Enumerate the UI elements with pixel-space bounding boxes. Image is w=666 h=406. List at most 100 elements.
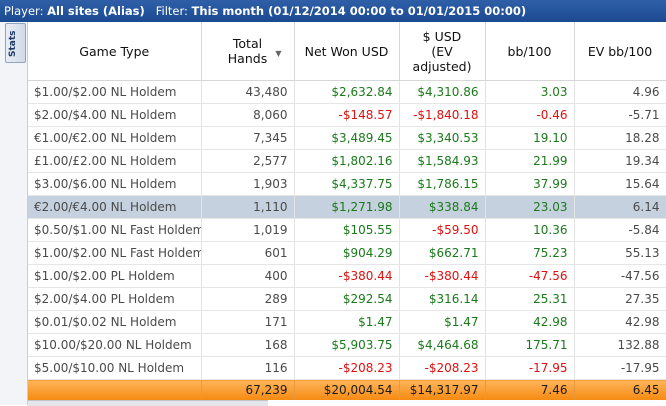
table-row[interactable]: €2.00/€4.00 NL Holdem 1,110 $1,271.98 $338.… — [28, 195, 666, 219]
bb100-cell: -0.46 — [485, 103, 575, 127]
net-won-cell: $1,802.16 — [294, 149, 400, 173]
horizontal-scrollbar[interactable] — [28, 400, 268, 406]
table-row[interactable]: $1.00/$2.00 PL Holdem 400 -$380.44 -$380.44… — [28, 264, 666, 288]
column-header-game-type[interactable]: Game Type — [28, 22, 202, 81]
game-type-cell: $0.50/$1.00 NL Fast Holdem — [28, 218, 202, 242]
ev-adjusted-cell: $1,786.15 — [399, 172, 486, 196]
ev-bb100-cell: 42.98 — [574, 310, 666, 334]
column-header-bb100[interactable]: bb/100 — [485, 22, 575, 81]
total-hands-header-line1: Total — [232, 36, 263, 51]
net-won-cell: $1.47 — [294, 310, 400, 334]
game-type-cell: $2.00/$4.00 NL Holdem — [28, 103, 202, 127]
table-row[interactable]: €1.00/€2.00 NL Holdem 7,345 $3,489.45 $3,34… — [28, 126, 666, 150]
bb100-cell: 42.98 — [485, 310, 575, 334]
table-row[interactable]: $2.00/$4.00 NL Holdem 8,060 -$148.57 -$1,84… — [28, 103, 666, 127]
total-hands-cell: 289 — [201, 287, 295, 311]
net-won-cell: -$148.57 — [294, 103, 400, 127]
total-hands-cell: 7,345 — [201, 126, 295, 150]
table-row[interactable]: £1.00/£2.00 NL Holdem 2,577 $1,802.16 $1,58… — [28, 149, 666, 173]
ev-bb100-cell: 6.14 — [574, 195, 666, 219]
ev-header-line2: (EV — [431, 43, 453, 59]
table-row[interactable]: $0.50/$1.00 NL Fast Holdem 1,019 $105.55 -$… — [28, 218, 666, 242]
total-hands-cell: 1,903 — [201, 172, 295, 196]
bb100-cell: 75.23 — [485, 241, 575, 265]
ev-adjusted-cell: $316.14 — [399, 287, 486, 311]
total-hands-cell: 43,480 — [201, 80, 295, 104]
filter-value[interactable]: This month (01/12/2014 00:00 to 01/01/20… — [191, 4, 527, 18]
column-header-ev-bb100[interactable]: EV bb/100 — [574, 22, 666, 81]
total-hands-cell: 1,019 — [201, 218, 295, 242]
filter-label: Filter: — [155, 4, 188, 18]
ev-bb100-cell: 27.35 — [574, 287, 666, 311]
header-row: Game Type Total Hands ▼ Net Won USD $ US… — [28, 22, 666, 81]
column-header-ev-adjusted[interactable]: $ USD (EV adjusted) — [399, 22, 486, 81]
ev-adjusted-cell: -$1,840.18 — [399, 103, 486, 127]
game-type-cell: €1.00/€2.00 NL Holdem — [28, 126, 202, 150]
sort-descending-icon[interactable]: ▼ — [275, 49, 282, 58]
net-won-cell: $5,903.75 — [294, 333, 400, 357]
ev-adjusted-cell: $338.84 — [399, 195, 486, 219]
column-header-net-won[interactable]: Net Won USD — [294, 22, 400, 81]
total-hands-cell: 400 — [201, 264, 295, 288]
table-body: $1.00/$2.00 NL Holdem 43,480 $2,632.84 $4,3… — [28, 80, 666, 380]
game-type-cell: $5.00/$10.00 NL Holdem — [28, 356, 202, 380]
ev-bb100-cell: -5.71 — [574, 103, 666, 127]
totals-bb100: 7.46 — [485, 379, 575, 400]
net-won-header-label: Net Won USD — [304, 43, 389, 59]
total-hands-cell: 168 — [201, 333, 295, 357]
net-won-cell: -$208.23 — [294, 356, 400, 380]
table-row[interactable]: $3.00/$6.00 NL Holdem 1,903 $4,337.75 $1,78… — [28, 172, 666, 196]
ev-header-line1: $ USD — [422, 28, 462, 44]
table-row[interactable]: $1.00/$2.00 NL Holdem 43,480 $2,632.84 $4,3… — [28, 80, 666, 104]
table-row[interactable]: $5.00/$10.00 NL Holdem 116 -$208.23 -$208.2… — [28, 356, 666, 380]
game-type-cell: $1.00/$2.00 PL Holdem — [28, 264, 202, 288]
ev-bb100-cell: 15.64 — [574, 172, 666, 196]
bb100-cell: 21.99 — [485, 149, 575, 173]
player-label: Player: — [4, 4, 44, 18]
game-type-cell: £1.00/£2.00 NL Holdem — [28, 149, 202, 173]
bb100-header-label: bb/100 — [507, 43, 552, 59]
bb100-cell: -47.56 — [485, 264, 575, 288]
stats-grid: Game Type Total Hands ▼ Net Won USD $ US… — [28, 22, 666, 400]
player-value[interactable]: All sites (Alias) — [47, 4, 145, 18]
stats-table: Game Type Total Hands ▼ Net Won USD $ US… — [28, 22, 666, 400]
filter-bar: Player: All sites (Alias) Filter: This m… — [0, 0, 666, 22]
ev-adjusted-cell: $4,310.86 — [399, 80, 486, 104]
column-header-total-hands[interactable]: Total Hands ▼ — [201, 22, 295, 81]
net-won-cell: $4,337.75 — [294, 172, 400, 196]
ev-adjusted-cell: -$59.50 — [399, 218, 486, 242]
stats-side-tab[interactable]: Stats — [5, 23, 26, 63]
ev-bb100-cell: -17.95 — [574, 356, 666, 380]
ev-bb100-cell: -47.56 — [574, 264, 666, 288]
totals-game — [28, 379, 202, 400]
game-type-cell: €2.00/€4.00 NL Holdem — [28, 195, 202, 219]
net-won-cell: $3,489.45 — [294, 126, 400, 150]
table-row[interactable]: $2.00/$4.00 PL Holdem 289 $292.54 $316.14 25… — [28, 287, 666, 311]
game-type-cell: $3.00/$6.00 NL Holdem — [28, 172, 202, 196]
ev-bb100-cell: 19.34 — [574, 149, 666, 173]
total-hands-cell: 171 — [201, 310, 295, 334]
table-row[interactable]: $10.00/$20.00 NL Holdem 168 $5,903.75 $4,46… — [28, 333, 666, 357]
net-won-cell: $105.55 — [294, 218, 400, 242]
bb100-cell: -17.95 — [485, 356, 575, 380]
ev-adjusted-cell: $4,464.68 — [399, 333, 486, 357]
net-won-cell: -$380.44 — [294, 264, 400, 288]
table-row[interactable]: $1.00/$2.00 NL Fast Holdem 601 $904.29 $662… — [28, 241, 666, 265]
ev-header-line3: adjusted) — [412, 58, 472, 74]
totals-hands: 67,239 — [201, 379, 295, 400]
total-hands-cell: 2,577 — [201, 149, 295, 173]
table-row[interactable]: $0.01/$0.02 NL Holdem 171 $1.47 $1.47 42.98 4… — [28, 310, 666, 334]
total-hands-cell: 8,060 — [201, 103, 295, 127]
game-type-header-label: Game Type — [79, 43, 150, 59]
game-type-cell: $1.00/$2.00 NL Holdem — [28, 80, 202, 104]
ev-adjusted-cell: -$380.44 — [399, 264, 486, 288]
ev-adjusted-cell: $1.47 — [399, 310, 486, 334]
ev-bb100-cell: 4.96 — [574, 80, 666, 104]
total-hands-cell: 1,110 — [201, 195, 295, 219]
bb100-cell: 25.31 — [485, 287, 575, 311]
bb100-cell: 19.10 — [485, 126, 575, 150]
ev-adjusted-cell: $1,584.93 — [399, 149, 486, 173]
ev-bb100-cell: 55.13 — [574, 241, 666, 265]
game-type-cell: $1.00/$2.00 NL Fast Holdem — [28, 241, 202, 265]
bb100-cell: 37.99 — [485, 172, 575, 196]
